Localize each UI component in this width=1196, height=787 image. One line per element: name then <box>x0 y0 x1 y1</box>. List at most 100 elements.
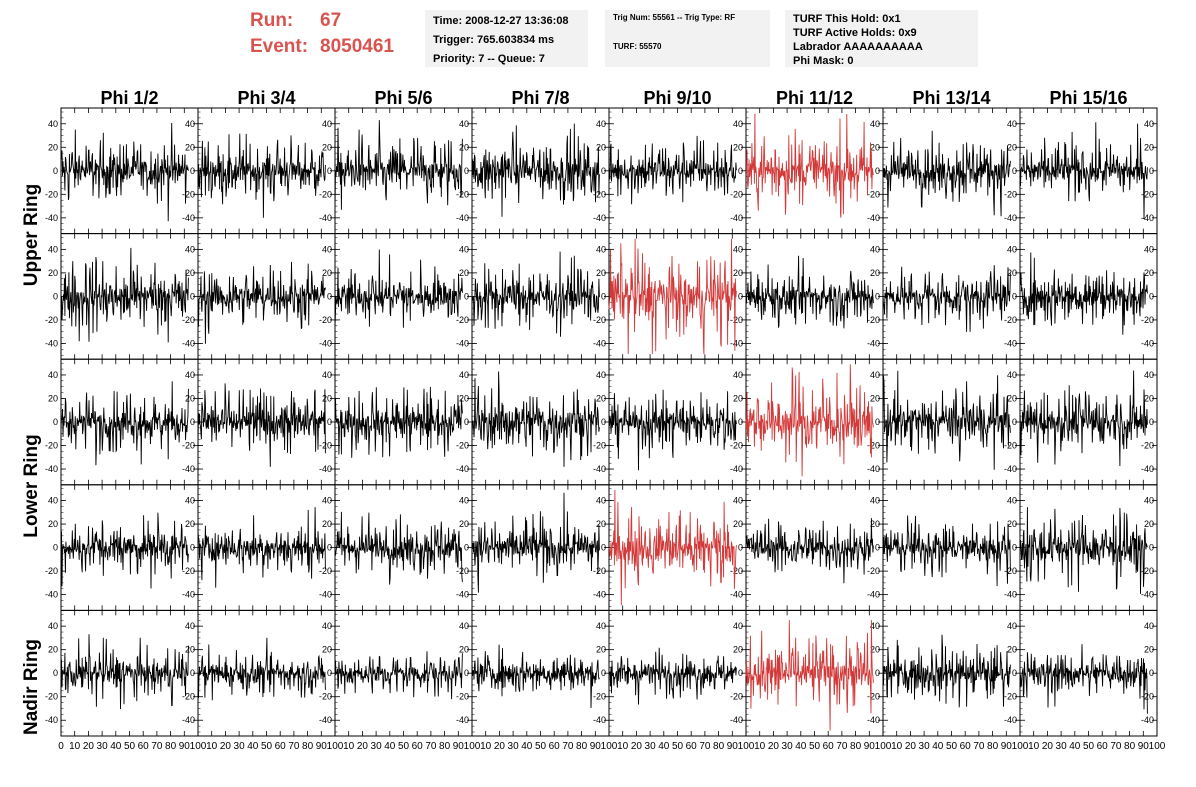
y-tick-label: 0 <box>53 668 58 678</box>
y-tick-label: 40 <box>596 244 606 254</box>
y-tick-label: 40 <box>459 496 469 506</box>
y-tick-label: -40 <box>593 715 606 725</box>
y-tick-label: -20 <box>182 315 195 325</box>
waveform-trace-r4-c5 <box>745 620 874 731</box>
y-tick-label: 40 <box>1144 370 1154 380</box>
y-tick-label: 40 <box>596 496 606 506</box>
y-tick-label: 0 <box>1149 668 1154 678</box>
y-tick-label: -40 <box>319 338 332 348</box>
y-tick-label: 40 <box>1007 621 1017 631</box>
y-tick-label: 20 <box>322 142 332 152</box>
y-tick-label: 40 <box>459 119 469 129</box>
x-tick-label: 10 <box>754 741 766 752</box>
y-tick-label: 40 <box>322 621 332 631</box>
y-tick-label: -20 <box>730 441 743 451</box>
turf-info-box: TURF This Hold: 0x1 TURF Active Holds: 0… <box>785 10 978 67</box>
y-tick-label: 0 <box>464 543 469 553</box>
y-tick-label: 40 <box>870 370 880 380</box>
y-tick-label: -20 <box>45 566 58 576</box>
y-tick-label: -20 <box>867 315 880 325</box>
y-tick-label: 40 <box>185 244 195 254</box>
y-tick-label: 0 <box>327 668 332 678</box>
x-tick-label: 20 <box>220 741 232 752</box>
time-text: Time: 2008-12-27 13:36:08 <box>433 15 569 27</box>
x-tick-label: 30 <box>508 741 520 752</box>
y-tick-label: 20 <box>48 393 58 403</box>
waveform-trace-r2-c1 <box>197 383 326 467</box>
y-tick-label: 0 <box>875 291 880 301</box>
x-tick-label: 90 <box>453 741 465 752</box>
y-tick-label: -40 <box>1141 590 1154 600</box>
y-tick-label: 20 <box>1144 268 1154 278</box>
y-tick-label: 20 <box>322 645 332 655</box>
y-tick-label: -20 <box>1004 441 1017 451</box>
y-tick-label: 0 <box>1012 291 1017 301</box>
y-tick-label: 0 <box>1012 417 1017 427</box>
x-tick-label: 70 <box>699 741 711 752</box>
y-tick-label: 0 <box>464 668 469 678</box>
y-tick-label: -20 <box>1004 315 1017 325</box>
y-tick-label: 0 <box>190 291 195 301</box>
x-tick-label: 30 <box>1056 741 1068 752</box>
x-tick-label: 90 <box>864 741 876 752</box>
y-tick-label: -40 <box>1004 590 1017 600</box>
x-tick-label: 90 <box>179 741 191 752</box>
y-tick-label: -40 <box>319 715 332 725</box>
y-tick-label: -40 <box>182 590 195 600</box>
y-tick-label: 0 <box>738 668 743 678</box>
column-header-4: Phi 7/8 <box>511 88 569 108</box>
waveform-trace-r1-c3 <box>471 251 600 337</box>
y-tick-label: -40 <box>182 715 195 725</box>
trig-num-text: Trig Num: 55561 -- Trig Type: RF <box>613 13 736 22</box>
x-tick-label: 30 <box>234 741 246 752</box>
y-tick-label: 40 <box>596 621 606 631</box>
y-tick-label: 0 <box>601 166 606 176</box>
y-tick-label: -20 <box>867 189 880 199</box>
x-tick-label: 100 <box>1149 741 1166 752</box>
x-tick-label: 80 <box>713 741 725 752</box>
x-tick-label: 30 <box>919 741 931 752</box>
x-tick-label: 90 <box>590 741 602 752</box>
waveform-trace-r3-c3 <box>471 492 600 593</box>
labrador-text: Labrador AAAAAAAAAA <box>793 41 923 53</box>
y-tick-label: 20 <box>596 519 606 529</box>
x-tick-label: 80 <box>987 741 999 752</box>
event-label: Event: <box>250 36 309 57</box>
y-tick-label: -20 <box>730 692 743 702</box>
y-tick-label: 20 <box>1144 393 1154 403</box>
y-tick-label: -40 <box>182 338 195 348</box>
y-tick-label: 40 <box>596 370 606 380</box>
x-tick-label: 50 <box>535 741 547 752</box>
y-tick-label: 0 <box>875 417 880 427</box>
x-tick-label: 70 <box>562 741 574 752</box>
x-tick-label: 70 <box>425 741 437 752</box>
x-tick-label: 50 <box>809 741 821 752</box>
y-tick-label: 40 <box>48 496 58 506</box>
waveform-trace-r3-c6 <box>882 515 1011 587</box>
y-tick-label: 0 <box>1149 543 1154 553</box>
waveform-trace-r3-c2 <box>334 511 463 585</box>
waveform-trace-r3-c1 <box>197 507 326 588</box>
y-tick-label: -40 <box>319 213 332 223</box>
y-tick-label: 20 <box>48 645 58 655</box>
trigger-info-box: Trig Num: 55561 -- Trig Type: RF TURF: 5… <box>605 10 770 67</box>
y-tick-label: 20 <box>596 268 606 278</box>
y-tick-label: -20 <box>319 692 332 702</box>
x-tick-label: 20 <box>768 741 780 752</box>
y-tick-label: 40 <box>870 244 880 254</box>
x-tick-label: 60 <box>686 741 698 752</box>
y-tick-label: 20 <box>185 268 195 278</box>
y-tick-label: -20 <box>456 692 469 702</box>
y-tick-label: 20 <box>870 645 880 655</box>
y-tick-label: 0 <box>1149 291 1154 301</box>
y-tick-label: -20 <box>456 566 469 576</box>
x-tick-label: 10 <box>343 741 355 752</box>
x-tick-label: 40 <box>795 741 807 752</box>
y-tick-label: 40 <box>322 370 332 380</box>
y-tick-label: 0 <box>190 166 195 176</box>
turf-text: TURF: 55570 <box>613 42 662 51</box>
y-tick-label: -20 <box>730 315 743 325</box>
waveform-trace-r0-c6 <box>882 130 1011 217</box>
y-tick-label: -20 <box>456 315 469 325</box>
y-tick-label: -20 <box>593 315 606 325</box>
